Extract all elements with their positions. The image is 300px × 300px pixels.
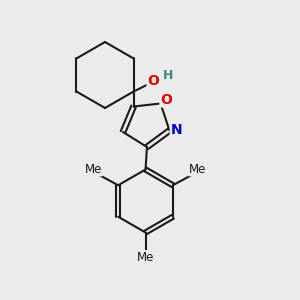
Text: O: O: [160, 93, 172, 107]
Text: H: H: [163, 68, 173, 82]
Text: O: O: [147, 74, 159, 88]
Text: Me: Me: [137, 250, 154, 264]
Text: Me: Me: [189, 163, 206, 176]
Text: Me: Me: [85, 163, 102, 176]
Text: N: N: [170, 124, 182, 137]
